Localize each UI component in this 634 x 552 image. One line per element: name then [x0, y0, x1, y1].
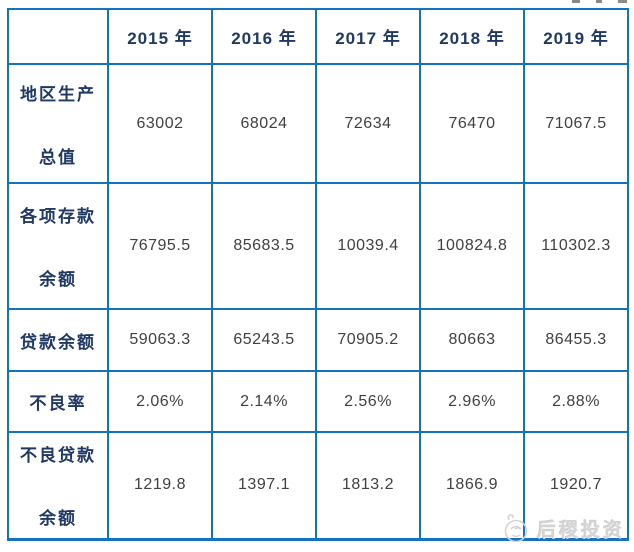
cropped-text-fragment [618, 0, 627, 3]
row-label-line: 各项存款 [20, 207, 96, 226]
value-cell: 100824.8 [419, 182, 525, 310]
cropped-text-fragment [596, 0, 602, 3]
financial-table: 2015 年 2016 年 2017 年 2018 年 2019 年 地区生产 … [7, 8, 629, 541]
value-cell: 1219.8 [107, 431, 213, 540]
row-label-line: 余额 [39, 509, 77, 529]
row-label-line: 余额 [39, 270, 77, 289]
value-cell: 1813.2 [315, 431, 421, 540]
year-header: 2015 年 [107, 8, 213, 65]
value-cell: 76795.5 [107, 182, 213, 310]
value-cell: 65243.5 [211, 308, 317, 372]
row-label-line: 不良贷款 [20, 446, 96, 466]
year-header: 2018 年 [419, 8, 525, 65]
value-cell: 68024 [211, 63, 317, 184]
value-cell: 110302.3 [523, 182, 629, 310]
row-label-line: 贷款余额 [20, 332, 96, 352]
year-header: 2017 年 [315, 8, 421, 65]
value-cell: 72634 [315, 63, 421, 184]
value-cell: 2.56% [315, 370, 421, 433]
value-cell: 86455.3 [523, 308, 629, 372]
row-label-line: 总值 [39, 147, 77, 167]
value-cell: 1920.7 [523, 431, 629, 540]
row-label: 地区生产 总值 [7, 63, 109, 184]
value-cell: 2.96% [419, 370, 525, 433]
table-row: 贷款余额 59063.3 65243.5 70905.2 80663 86455… [7, 308, 629, 372]
value-cell: 63002 [107, 63, 213, 184]
value-cell: 80663 [419, 308, 525, 372]
row-label: 不良贷款 余额 [7, 431, 109, 540]
cropped-text-fragment [572, 0, 580, 3]
table-header-row: 2015 年 2016 年 2017 年 2018 年 2019 年 [7, 8, 629, 65]
table-row: 各项存款 余额 76795.5 85683.5 10039.4 100824.8… [7, 182, 629, 310]
value-cell: 59063.3 [107, 308, 213, 372]
value-cell: 2.14% [211, 370, 317, 433]
table-row: 不良贷款 余额 1219.8 1397.1 1813.2 1866.9 1920… [7, 431, 629, 540]
table-row: 不良率 2.06% 2.14% 2.56% 2.96% 2.88% [7, 370, 629, 433]
value-cell: 70905.2 [315, 308, 421, 372]
value-cell: 2.88% [523, 370, 629, 433]
value-cell: 2.06% [107, 370, 213, 433]
value-cell: 76470 [419, 63, 525, 184]
year-header: 2016 年 [211, 8, 317, 65]
row-label: 各项存款 余额 [7, 182, 109, 310]
row-label: 不良率 [7, 370, 109, 433]
value-cell: 10039.4 [315, 182, 421, 310]
value-cell: 85683.5 [211, 182, 317, 310]
value-cell: 1397.1 [211, 431, 317, 540]
table-row: 地区生产 总值 63002 68024 72634 76470 71067.5 [7, 63, 629, 184]
year-header: 2019 年 [523, 8, 629, 65]
value-cell: 71067.5 [523, 63, 629, 184]
row-label: 贷款余额 [7, 308, 109, 372]
row-label-line: 地区生产 [20, 84, 96, 104]
row-label-line: 不良率 [29, 394, 87, 413]
value-cell: 1866.9 [419, 431, 525, 540]
corner-cell [7, 8, 109, 65]
